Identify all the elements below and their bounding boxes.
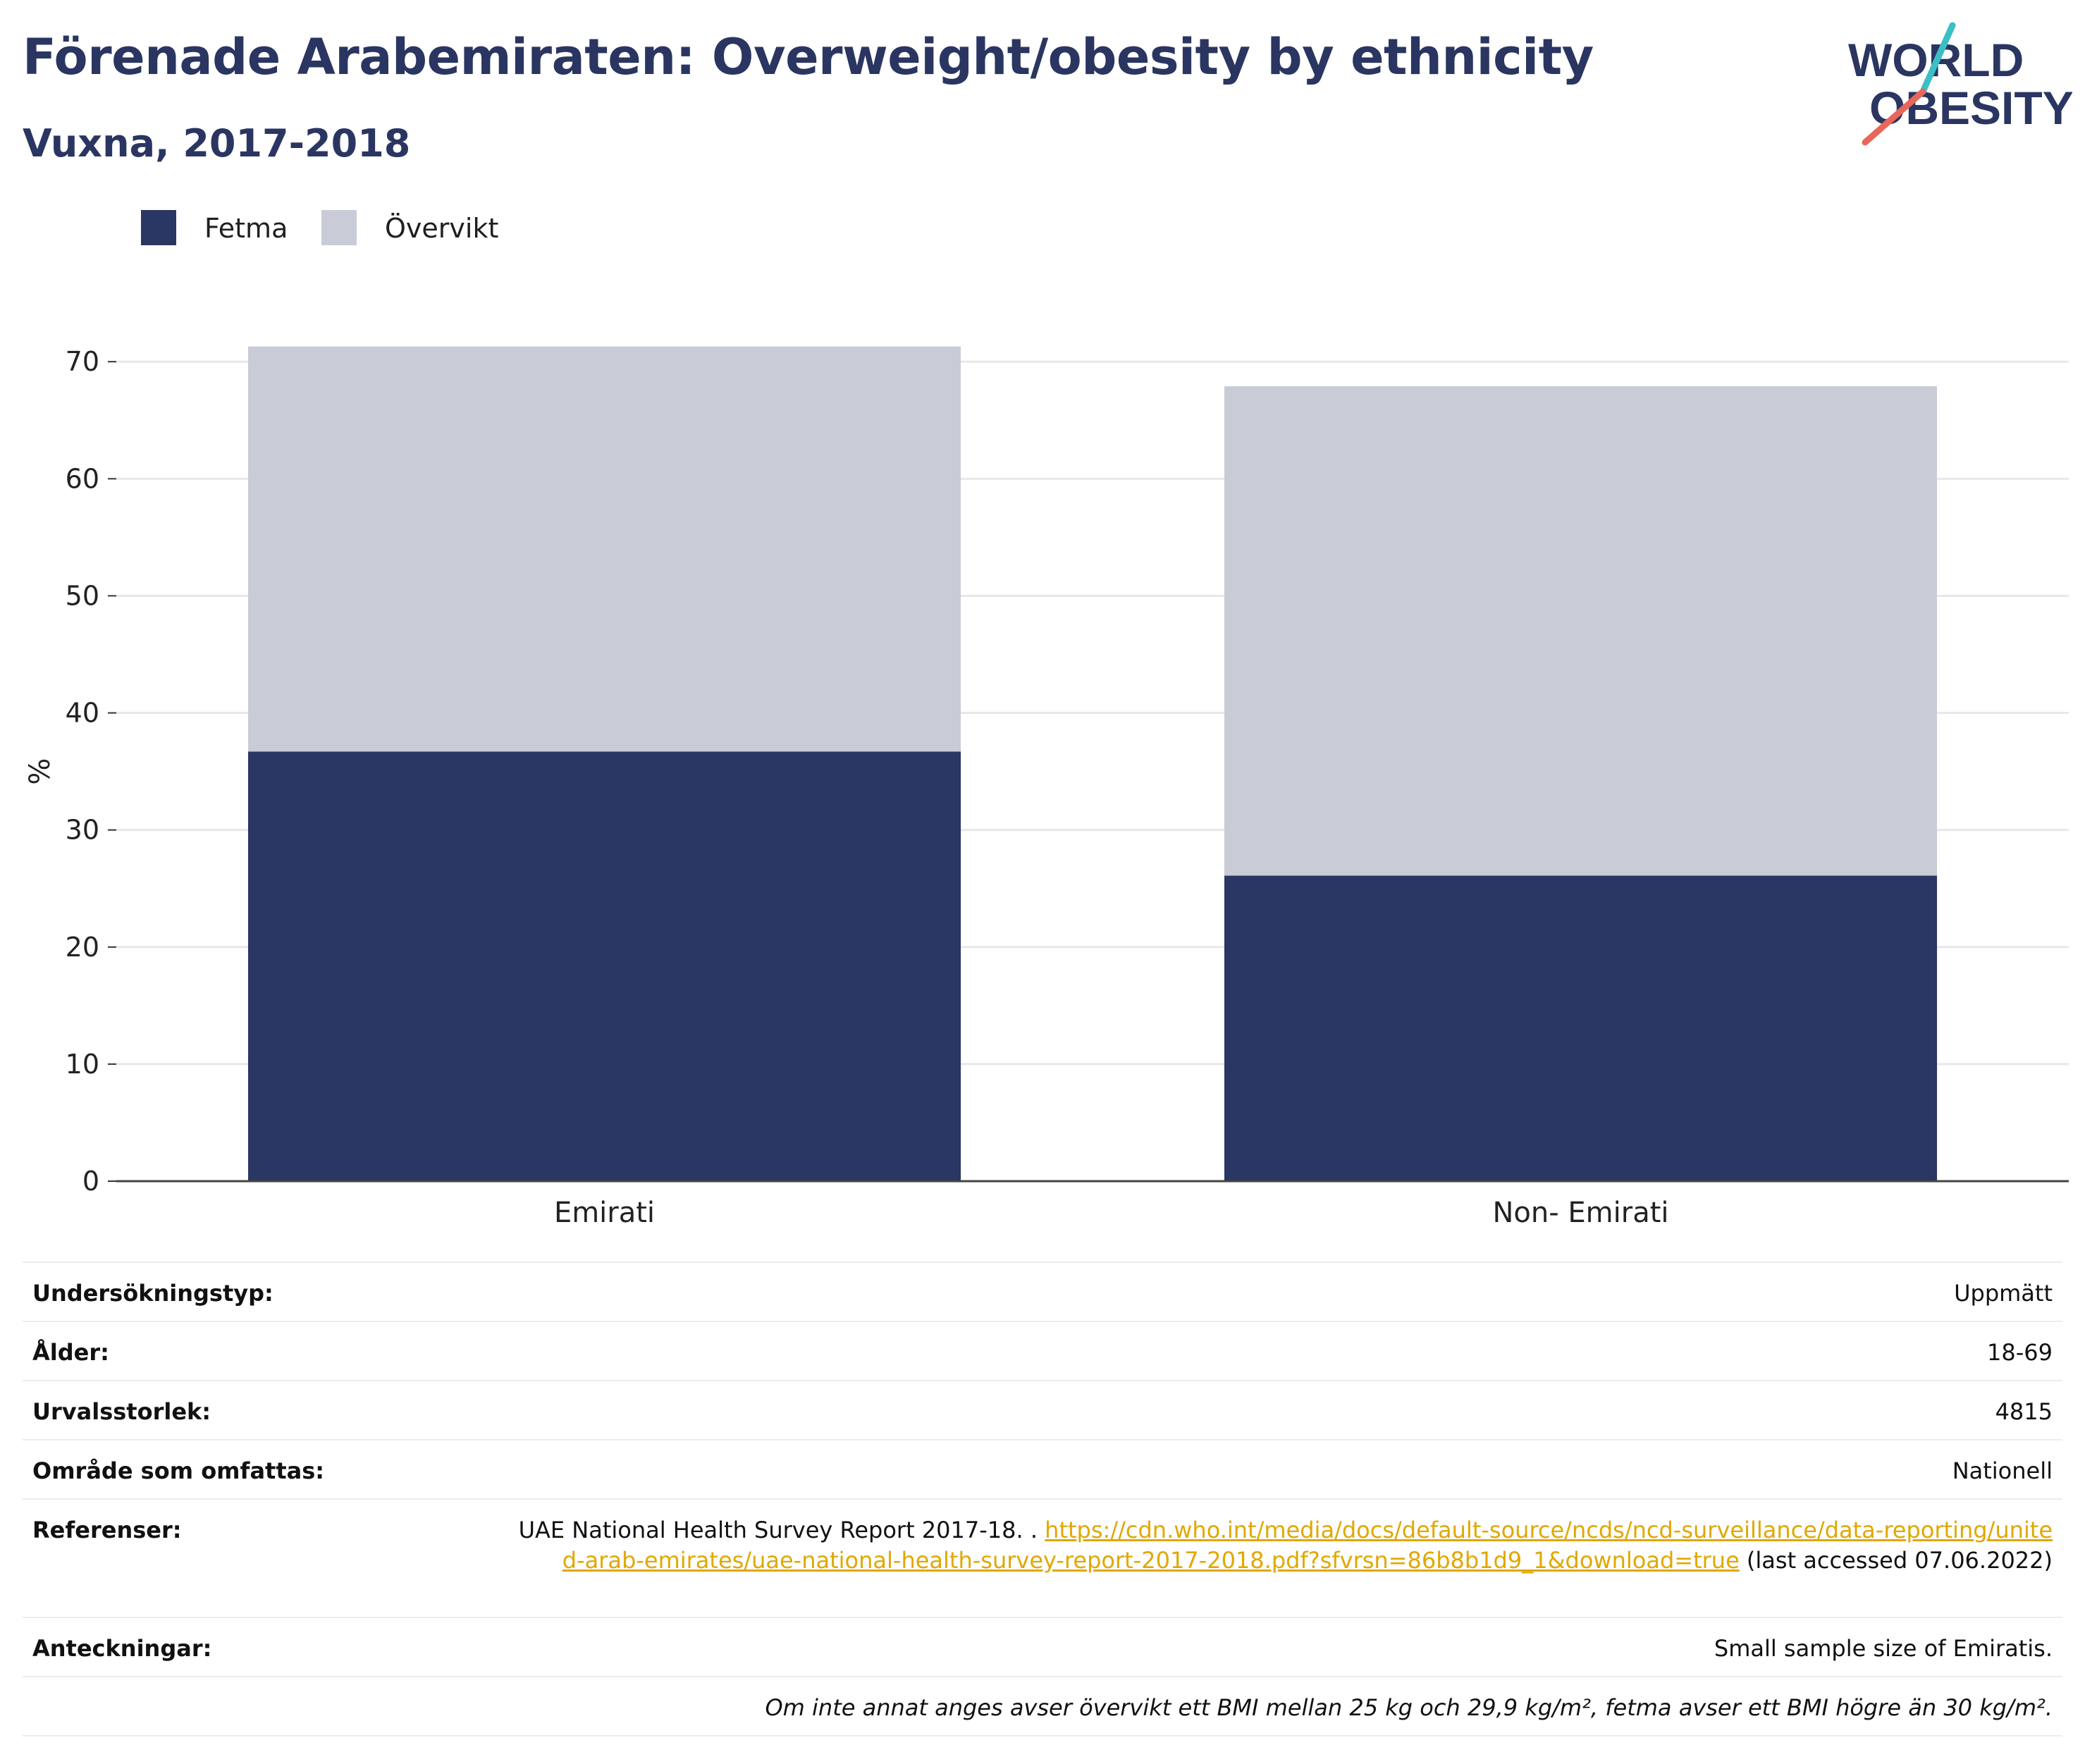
info-row-references: Referenser: UAE National Health Survey R…	[23, 1500, 2062, 1618]
legend-swatch-fetma	[141, 210, 176, 245]
reference-text: UAE National Health Survey Report 2017-1…	[518, 1517, 1045, 1543]
sample-size-value: 4815	[1995, 1398, 2053, 1425]
survey-type-value: Uppmätt	[1954, 1280, 2053, 1307]
y-tick-label-70: 70	[66, 346, 99, 377]
reference-link[interactable]: https://cdn.who.int/media/docs/default-s…	[562, 1517, 2053, 1574]
info-row-notes: Anteckningar: Small sample size of Emira…	[23, 1618, 2062, 1677]
info-row-footnote: Om inte annat anges avser övervikt ett B…	[23, 1677, 2062, 1737]
y-tick-label-40: 40	[66, 698, 99, 729]
info-row-sample-size: Urvalsstorlek: 4815	[23, 1381, 2062, 1441]
coverage-value: Nationell	[1952, 1457, 2053, 1484]
x-tick-label-1: Non- Emirati	[1493, 1197, 1669, 1226]
info-row-age: Ålder: 18-69	[23, 1322, 2062, 1381]
bmi-definition-footnote: Om inte annat anges avser övervikt ett B…	[765, 1694, 2053, 1721]
bar-vervikt-0	[247, 346, 961, 752]
legend-label-overvikt: Övervikt	[385, 213, 499, 244]
bar-fetma-1	[1224, 875, 1938, 1181]
notes-label: Anteckningar:	[32, 1635, 212, 1662]
sample-size-label: Urvalsstorlek:	[32, 1398, 211, 1425]
notes-value: Small sample size of Emiratis.	[1714, 1635, 2053, 1662]
y-tick-label-10: 10	[66, 1049, 99, 1080]
y-tick-label-20: 20	[66, 932, 99, 963]
survey-type-label: Undersökningstyp:	[32, 1280, 273, 1307]
logo-slash-coral	[1862, 88, 1926, 146]
survey-info-table: Undersökningstyp: Uppmätt Ålder: 18-69 U…	[23, 1262, 2062, 1737]
y-axis-label: %	[24, 758, 56, 785]
legend-swatch-overvikt	[321, 210, 357, 245]
stacked-bar-chart: 0 10 20 30 40 50 60 70% Emirati Non- Emirati	[24, 346, 2069, 1226]
chart-subtitle: Vuxna, 2017-2018	[23, 121, 411, 166]
y-tick-label-30: 30	[66, 815, 99, 846]
info-row-coverage: Område som omfattas: Nationell	[23, 1441, 2062, 1500]
reference-access-date: (last accessed 07.06.2022)	[1739, 1547, 2053, 1574]
references-label: Referenser:	[32, 1517, 182, 1543]
chart-title: Förenade Arabemiraten: Overweight/obesit…	[23, 28, 1594, 86]
coverage-label: Område som omfattas:	[32, 1457, 325, 1484]
world-obesity-logo: WORLD OBESITY	[1848, 22, 2072, 146]
legend-label-fetma: Fetma	[204, 213, 288, 244]
bar-vervikt-1	[1224, 386, 1938, 876]
age-value: 18-69	[1987, 1339, 2053, 1366]
y-tick-label-60: 60	[66, 463, 99, 494]
age-label: Ålder:	[32, 1339, 109, 1366]
x-tick-label-0: Emirati	[554, 1197, 655, 1226]
references-value: UAE National Health Survey Report 2017-1…	[516, 1515, 2053, 1576]
logo-slash-teal	[1919, 22, 1956, 95]
info-row-survey-type: Undersökningstyp: Uppmätt	[23, 1263, 2062, 1322]
bar-fetma-0	[247, 751, 961, 1181]
y-tick-label-50: 50	[66, 580, 99, 611]
y-tick-label-0: 0	[82, 1166, 99, 1197]
